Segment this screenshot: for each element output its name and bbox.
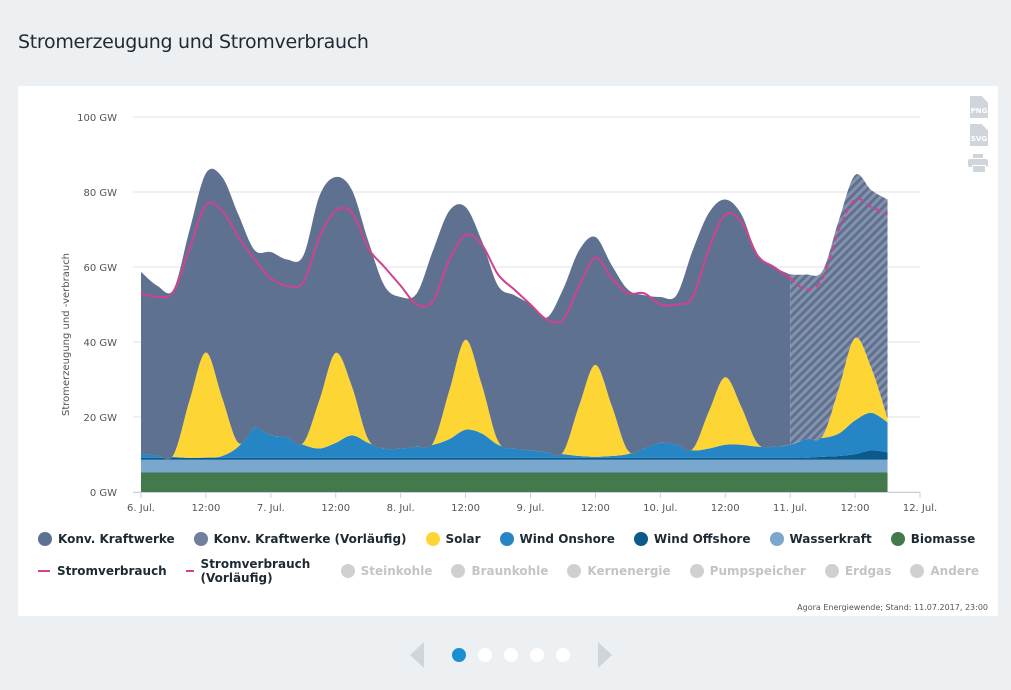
legend-item-biomasse[interactable]: Biomasse — [890, 532, 976, 546]
x-tick-label: 12:00 — [321, 503, 350, 514]
konv-kraftwerke-vorlaeufig-area — [790, 174, 888, 445]
biomassearea — [141, 472, 888, 492]
legend-dot-icon — [340, 564, 355, 578]
legend-label: Braunkohle — [471, 564, 549, 578]
y-tick-label: 80 GW — [83, 188, 117, 199]
wind-offshorearea — [141, 450, 888, 460]
page-dot-3[interactable] — [504, 648, 518, 662]
legend-dot-icon — [633, 532, 648, 546]
legend-label: Stromverbrauch (Vorläufig) — [200, 557, 311, 585]
source-note: Agora Energiewende; Stand: 11.07.2017, 2… — [797, 603, 988, 612]
legend-item-andere[interactable]: Andere — [910, 557, 979, 585]
page-dot-5[interactable] — [556, 648, 570, 662]
x-tick-label: 12:00 — [451, 503, 480, 514]
wasserkraftarea — [141, 459, 888, 473]
printer-icon[interactable] — [968, 154, 988, 173]
wind-onshorearea — [141, 412, 888, 458]
page-dot-1[interactable] — [452, 648, 466, 662]
x-tick-label: 12:00 — [841, 503, 870, 514]
legend-item-pumpspeicher[interactable]: Pumpspeicher — [689, 557, 806, 585]
legend-dot-icon — [769, 532, 784, 546]
legend-label: Andere — [930, 564, 979, 578]
legend-dot-icon — [910, 564, 925, 578]
legend-dot-icon — [193, 532, 208, 546]
chart-card: 0 GW 20 GW 40 GW 60 GW 80 GW 100 GW Stromerzeu… — [18, 86, 998, 616]
legend-item-stromverbrauch[interactable]: Stromverbrauch — [38, 557, 167, 585]
legend-item-stromverbrauch-vorl-ufig[interactable]: Stromverbrauch (Vorläufig) — [185, 557, 322, 585]
y-tick-label: 0 GW — [90, 488, 117, 499]
x-tick-label: 12. Jul. — [903, 503, 937, 514]
legend-item-konv-kraftwerke-vorl-ufig[interactable]: Konv. Kraftwerke (Vorläufig) — [193, 532, 407, 546]
legend-row-1: Konv. Kraftwerke Konv. Kraftwerke (Vorläu… — [38, 532, 994, 546]
x-tick-label: 7. Jul. — [257, 503, 285, 514]
legend-dot-icon — [499, 532, 514, 546]
y-tick-label: 100 GW — [77, 113, 117, 124]
x-tick-label: 12:00 — [581, 503, 610, 514]
legend-item-solar[interactable]: Solar — [425, 532, 481, 546]
legend-dot-icon — [824, 564, 839, 578]
legend-label: Wind Offshore — [653, 532, 751, 546]
legend-dot-icon — [451, 564, 466, 578]
legend-row-2: Stromverbrauch Stromverbrauch (Vorläufig)… — [38, 557, 998, 585]
y-tick-label: 40 GW — [83, 338, 117, 349]
legend-dot-icon — [689, 564, 704, 578]
x-tick-label: 10. Jul. — [643, 503, 677, 514]
stromverbrauch-line — [140, 201, 791, 324]
solararea — [141, 337, 888, 460]
export-png-button[interactable]: PNG — [970, 96, 988, 118]
legend-item-kernenergie[interactable]: Kernenergie — [567, 557, 671, 585]
legend-item-wind-offshore[interactable]: Wind Offshore — [633, 532, 751, 546]
x-tick-label: 8. Jul. — [387, 503, 415, 514]
legend-dot-icon — [425, 532, 440, 546]
x-tick-label: 6. Jul. — [127, 503, 155, 514]
x-tick-label: 12:00 — [711, 503, 740, 514]
svg-label: SVG — [970, 135, 988, 143]
legend-label: Konv. Kraftwerke (Vorläufig) — [213, 532, 407, 546]
y-tick-label: 60 GW — [83, 263, 117, 274]
export-svg-button[interactable]: SVG — [970, 124, 988, 146]
next-arrow-icon[interactable] — [598, 642, 612, 668]
x-tick-label: 11. Jul. — [773, 503, 807, 514]
png-label: PNG — [970, 107, 988, 115]
legend-item-wasserkraft[interactable]: Wasserkraft — [769, 532, 872, 546]
legend-line-icon — [185, 570, 194, 572]
legend-dot-icon — [38, 532, 52, 546]
legend-dot-icon — [567, 564, 582, 578]
legend-line-icon — [38, 570, 50, 572]
stromverbrauch-vorlaeufig-line — [789, 197, 888, 291]
y-axis-label: Stromerzeugung und -verbrauch — [61, 253, 72, 416]
y-tick-label: 20 GW — [83, 413, 117, 424]
legend-label: Wind Onshore — [519, 532, 615, 546]
legend-item-steinkohle[interactable]: Steinkohle — [340, 557, 433, 585]
legend-label: Konv. Kraftwerke — [58, 532, 175, 546]
legend-label: Wasserkraft — [789, 532, 872, 546]
page-dot-4[interactable] — [530, 648, 544, 662]
legend-label: Stromverbrauch — [57, 564, 167, 578]
pagination — [410, 642, 612, 668]
konv-kraftwerke-area — [141, 168, 791, 460]
page-dot-2[interactable] — [478, 648, 492, 662]
prev-arrow-icon[interactable] — [410, 642, 424, 668]
legend-item-erdgas[interactable]: Erdgas — [824, 557, 892, 585]
legend-label: Steinkohle — [360, 564, 433, 578]
legend-item-konv-kraftwerke[interactable]: Konv. Kraftwerke — [38, 532, 175, 546]
legend-label: Pumpspeicher — [709, 564, 806, 578]
page-title: Stromerzeugung und Stromverbrauch — [18, 31, 369, 53]
legend-item-wind-onshore[interactable]: Wind Onshore — [499, 532, 615, 546]
chart: 0 GW 20 GW 40 GW 60 GW 80 GW 100 GW Stromerzeu… — [61, 113, 937, 514]
legend-dot-icon — [890, 532, 905, 546]
legend-label: Biomasse — [910, 532, 976, 546]
legend-label: Kernenergie — [587, 564, 671, 578]
legend-label: Solar — [445, 532, 481, 546]
legend-item-braunkohle[interactable]: Braunkohle — [451, 557, 548, 585]
x-tick-label: 12:00 — [192, 503, 221, 514]
x-tick-label: 9. Jul. — [517, 503, 545, 514]
legend-label: Erdgas — [844, 564, 892, 578]
